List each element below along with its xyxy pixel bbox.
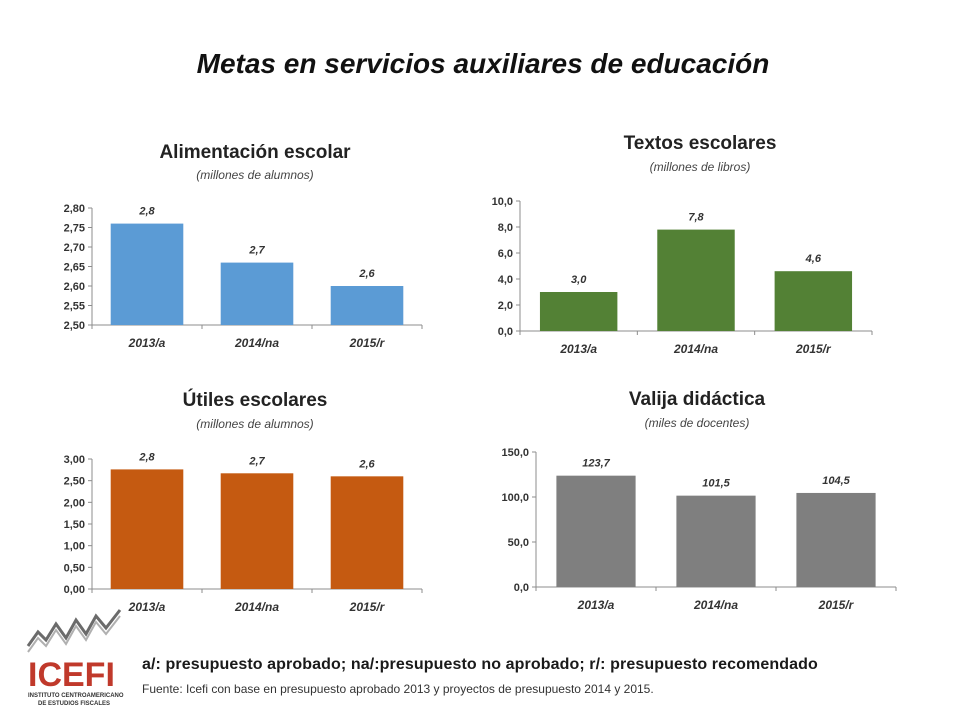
y-tick-label: 2,60 xyxy=(64,281,85,293)
x-tick-label: 2014/na xyxy=(673,342,718,356)
data-label: 104,5 xyxy=(822,475,850,487)
y-tick-label: 2,80 xyxy=(64,203,85,215)
bar-2014/na xyxy=(657,229,735,331)
y-tick-label: 6,0 xyxy=(498,248,513,260)
bar-2015/r xyxy=(796,492,876,587)
x-tick-label: 2014/na xyxy=(693,598,738,612)
y-tick-label: 2,55 xyxy=(64,301,85,313)
data-label: 101,5 xyxy=(702,478,730,490)
y-tick-label: 2,70 xyxy=(64,242,85,254)
data-label: 3,0 xyxy=(571,274,587,286)
y-tick-label: 1,50 xyxy=(64,519,85,531)
x-tick-label: 2014/na xyxy=(234,600,279,614)
chart-subtitle-alimentacion: (millones de alumnos) xyxy=(196,168,314,182)
logo-text: ICEFI xyxy=(28,656,115,694)
y-tick-label: 2,75 xyxy=(64,223,85,235)
y-tick-label: 50,0 xyxy=(508,537,529,549)
y-tick-label: 4,0 xyxy=(498,274,513,286)
chart-title-alimentacion: Alimentación escolar xyxy=(159,142,351,163)
y-tick-label: 0,0 xyxy=(498,326,513,338)
y-tick-label: 0,00 xyxy=(64,584,85,596)
y-tick-label: 2,0 xyxy=(498,300,513,312)
chart-subtitle-utiles: (millones de alumnos) xyxy=(196,417,314,431)
footnote-legend: a/: presupuesto aprobado; na/:presupuest… xyxy=(142,656,818,673)
y-tick-label: 2,50 xyxy=(64,476,85,488)
data-label: 2,6 xyxy=(358,268,375,280)
logo-subtitle-line2: DE ESTUDIOS FISCALES xyxy=(38,701,110,707)
bar-2014/na xyxy=(220,473,294,589)
bar-2015/r xyxy=(774,271,853,331)
y-tick-label: 8,0 xyxy=(498,222,513,234)
y-tick-label: 2,00 xyxy=(64,497,85,509)
bar-2013/a xyxy=(539,292,618,331)
x-tick-label: 2015/r xyxy=(795,342,832,356)
y-tick-label: 0,50 xyxy=(64,562,85,574)
bar-2013/a xyxy=(556,475,636,587)
icefi-logo: ICEFI INSTITUTO CENTROAMERICANO DE ESTUD… xyxy=(26,609,124,707)
logo-subtitle-line1: INSTITUTO CENTROAMERICANO xyxy=(28,693,124,699)
bar-2014/na xyxy=(676,495,756,587)
data-label: 4,6 xyxy=(805,253,822,265)
bar-2014/na xyxy=(220,262,294,325)
y-tick-label: 100,0 xyxy=(501,492,529,504)
bar-2015/r xyxy=(330,476,404,589)
x-tick-label: 2013/a xyxy=(577,598,615,612)
data-label: 2,7 xyxy=(248,455,265,467)
y-tick-label: 1,00 xyxy=(64,541,85,553)
bar-2013/a xyxy=(110,223,184,325)
y-tick-label: 0,0 xyxy=(514,582,529,594)
x-tick-label: 2015/r xyxy=(349,336,386,350)
x-tick-label: 2015/r xyxy=(818,598,855,612)
y-tick-label: 2,65 xyxy=(64,262,85,274)
x-tick-label: 2013/a xyxy=(128,336,166,350)
y-tick-label: 3,00 xyxy=(64,454,85,466)
data-label: 2,8 xyxy=(138,206,155,218)
source-note: Fuente: Icefi con base en presupuesto ap… xyxy=(142,682,654,696)
chart-title-textos: Textos escolares xyxy=(623,133,777,154)
data-label: 2,8 xyxy=(138,451,155,463)
data-label: 7,8 xyxy=(688,212,704,224)
chart-title-valija: Valija didáctica xyxy=(628,389,766,410)
y-tick-label: 2,50 xyxy=(64,320,85,332)
y-tick-label: 150,0 xyxy=(501,447,529,459)
data-label: 2,7 xyxy=(248,245,265,257)
x-tick-label: 2014/na xyxy=(234,336,279,350)
bar-2013/a xyxy=(110,469,184,589)
chart-title-utiles: Útiles escolares xyxy=(182,390,328,411)
y-tick-label: 10,0 xyxy=(492,196,513,208)
x-tick-label: 2013/a xyxy=(559,342,597,356)
page-title: Metas en servicios auxiliares de educaci… xyxy=(196,48,770,79)
x-tick-label: 2015/r xyxy=(349,600,386,614)
chart-subtitle-valija: (miles de docentes) xyxy=(644,416,750,430)
data-label: 2,6 xyxy=(358,458,375,470)
chart-subtitle-textos: (millones de libros) xyxy=(649,160,751,174)
data-label: 123,7 xyxy=(582,458,610,470)
bar-2015/r xyxy=(330,286,404,325)
